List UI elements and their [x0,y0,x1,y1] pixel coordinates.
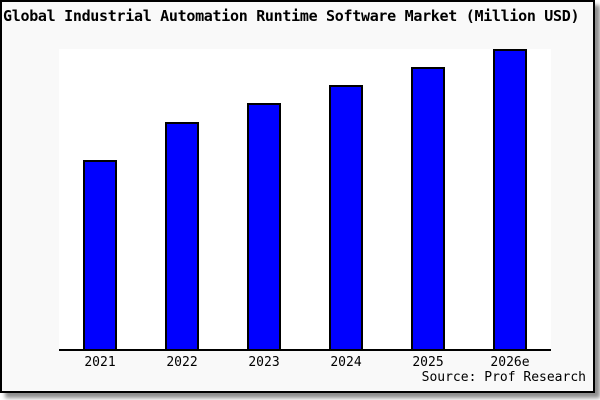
source-text: Source: Prof Research [421,370,586,385]
x-tick-label-2026e: 2026e [490,355,530,370]
bars-row [59,49,551,349]
bar-2023 [247,103,281,349]
chart-title: Global Industrial Automation Runtime Sof… [3,7,580,25]
bar-slot-2025 [387,49,469,349]
bar-slot-2022 [141,49,223,349]
x-tick-label-2023: 2023 [248,355,280,370]
bar-slot-2021 [59,49,141,349]
x-tick-label-2024: 2024 [330,355,362,370]
bar-2022 [165,122,199,349]
bar-2025 [411,67,445,349]
bar-slot-2023 [223,49,305,349]
bar-slot-2026e [469,49,551,349]
x-tick-label-2025: 2025 [412,355,444,370]
bar-2024 [329,85,363,349]
plot-area [59,49,551,351]
x-tick-label-2021: 2021 [84,355,116,370]
bar-slot-2024 [305,49,387,349]
x-axis-labels: 2021 2022 2023 2024 2025 2026e [59,355,551,370]
bar-2021 [83,160,117,349]
bar-2026e [493,49,527,349]
chart-card: Global Industrial Automation Runtime Sof… [0,0,595,393]
x-tick-label-2022: 2022 [166,355,198,370]
